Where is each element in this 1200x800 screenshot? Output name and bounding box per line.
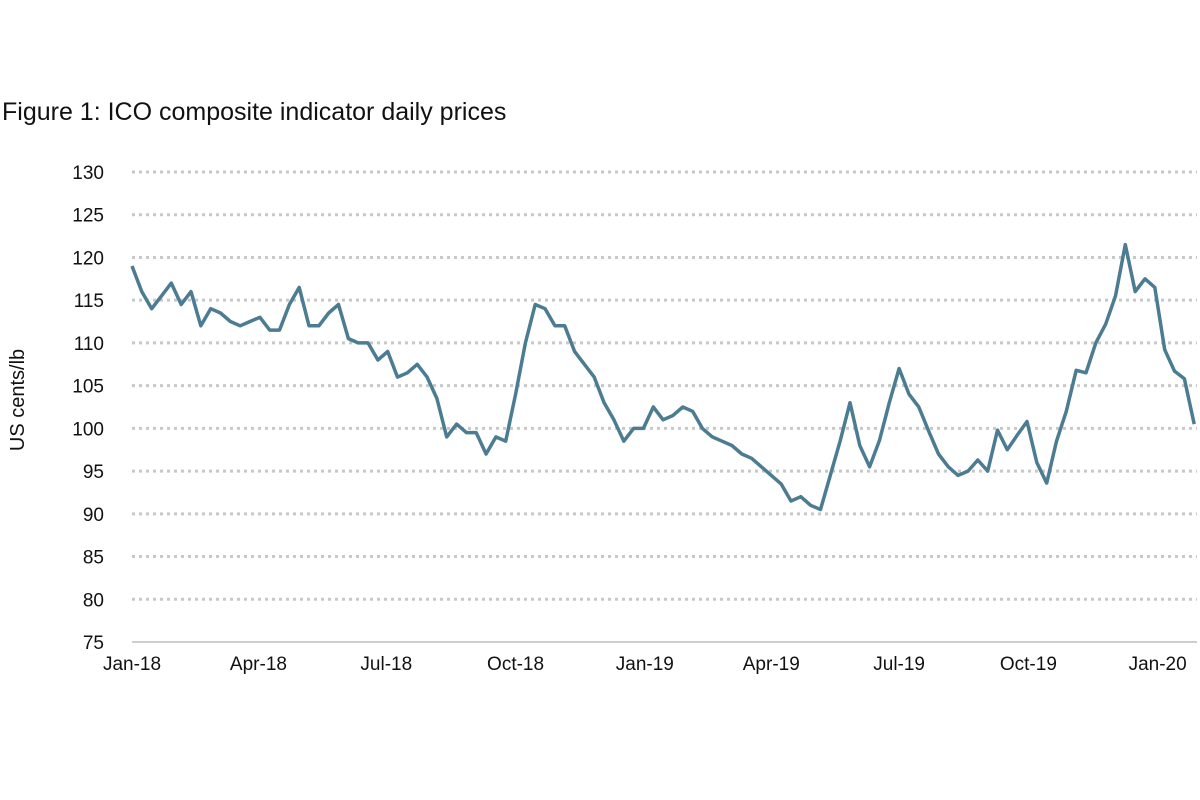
y-axis-label: US cents/lb	[7, 349, 29, 451]
x-tick-label: Jan-18	[103, 654, 161, 675]
y-tick-label: 85	[83, 548, 104, 569]
y-tick-label: 90	[83, 505, 104, 526]
y-tick-label: 110	[74, 334, 104, 355]
x-tick-label: Oct-18	[487, 654, 544, 675]
y-tick-label: 80	[83, 590, 104, 611]
price-series-line	[130, 242, 1196, 512]
chart-title: Figure 1: ICO composite indicator daily …	[2, 98, 507, 126]
y-tick-label: 120	[72, 248, 104, 269]
gridlines	[132, 170, 1197, 601]
y-tick-labels: 75 80 85 90 95 100 105 110 115 120 125 130	[72, 163, 104, 654]
y-tick-label: 115	[74, 291, 104, 312]
x-tick-label: Jul-18	[360, 654, 412, 675]
x-tick-label: Apr-19	[743, 654, 800, 675]
x-tick-label: Jan-20	[1129, 654, 1187, 675]
x-tick-label: Jan-19	[616, 654, 674, 675]
x-tick-label: Oct-19	[1000, 654, 1057, 675]
x-tick-label: Jul-19	[873, 654, 925, 675]
y-tick-label: 130	[72, 163, 104, 184]
y-tick-label: 75	[83, 633, 104, 654]
x-tick-label: Apr-18	[230, 654, 287, 675]
y-tick-label: 125	[72, 206, 104, 227]
y-tick-label: 95	[83, 462, 104, 483]
y-tick-label: 105	[72, 377, 104, 398]
x-tick-labels: Jan-18 Apr-18 Jul-18 Oct-18 Jan-19 Apr-19 Jul-…	[103, 654, 1187, 675]
y-tick-label: 100	[72, 419, 104, 440]
